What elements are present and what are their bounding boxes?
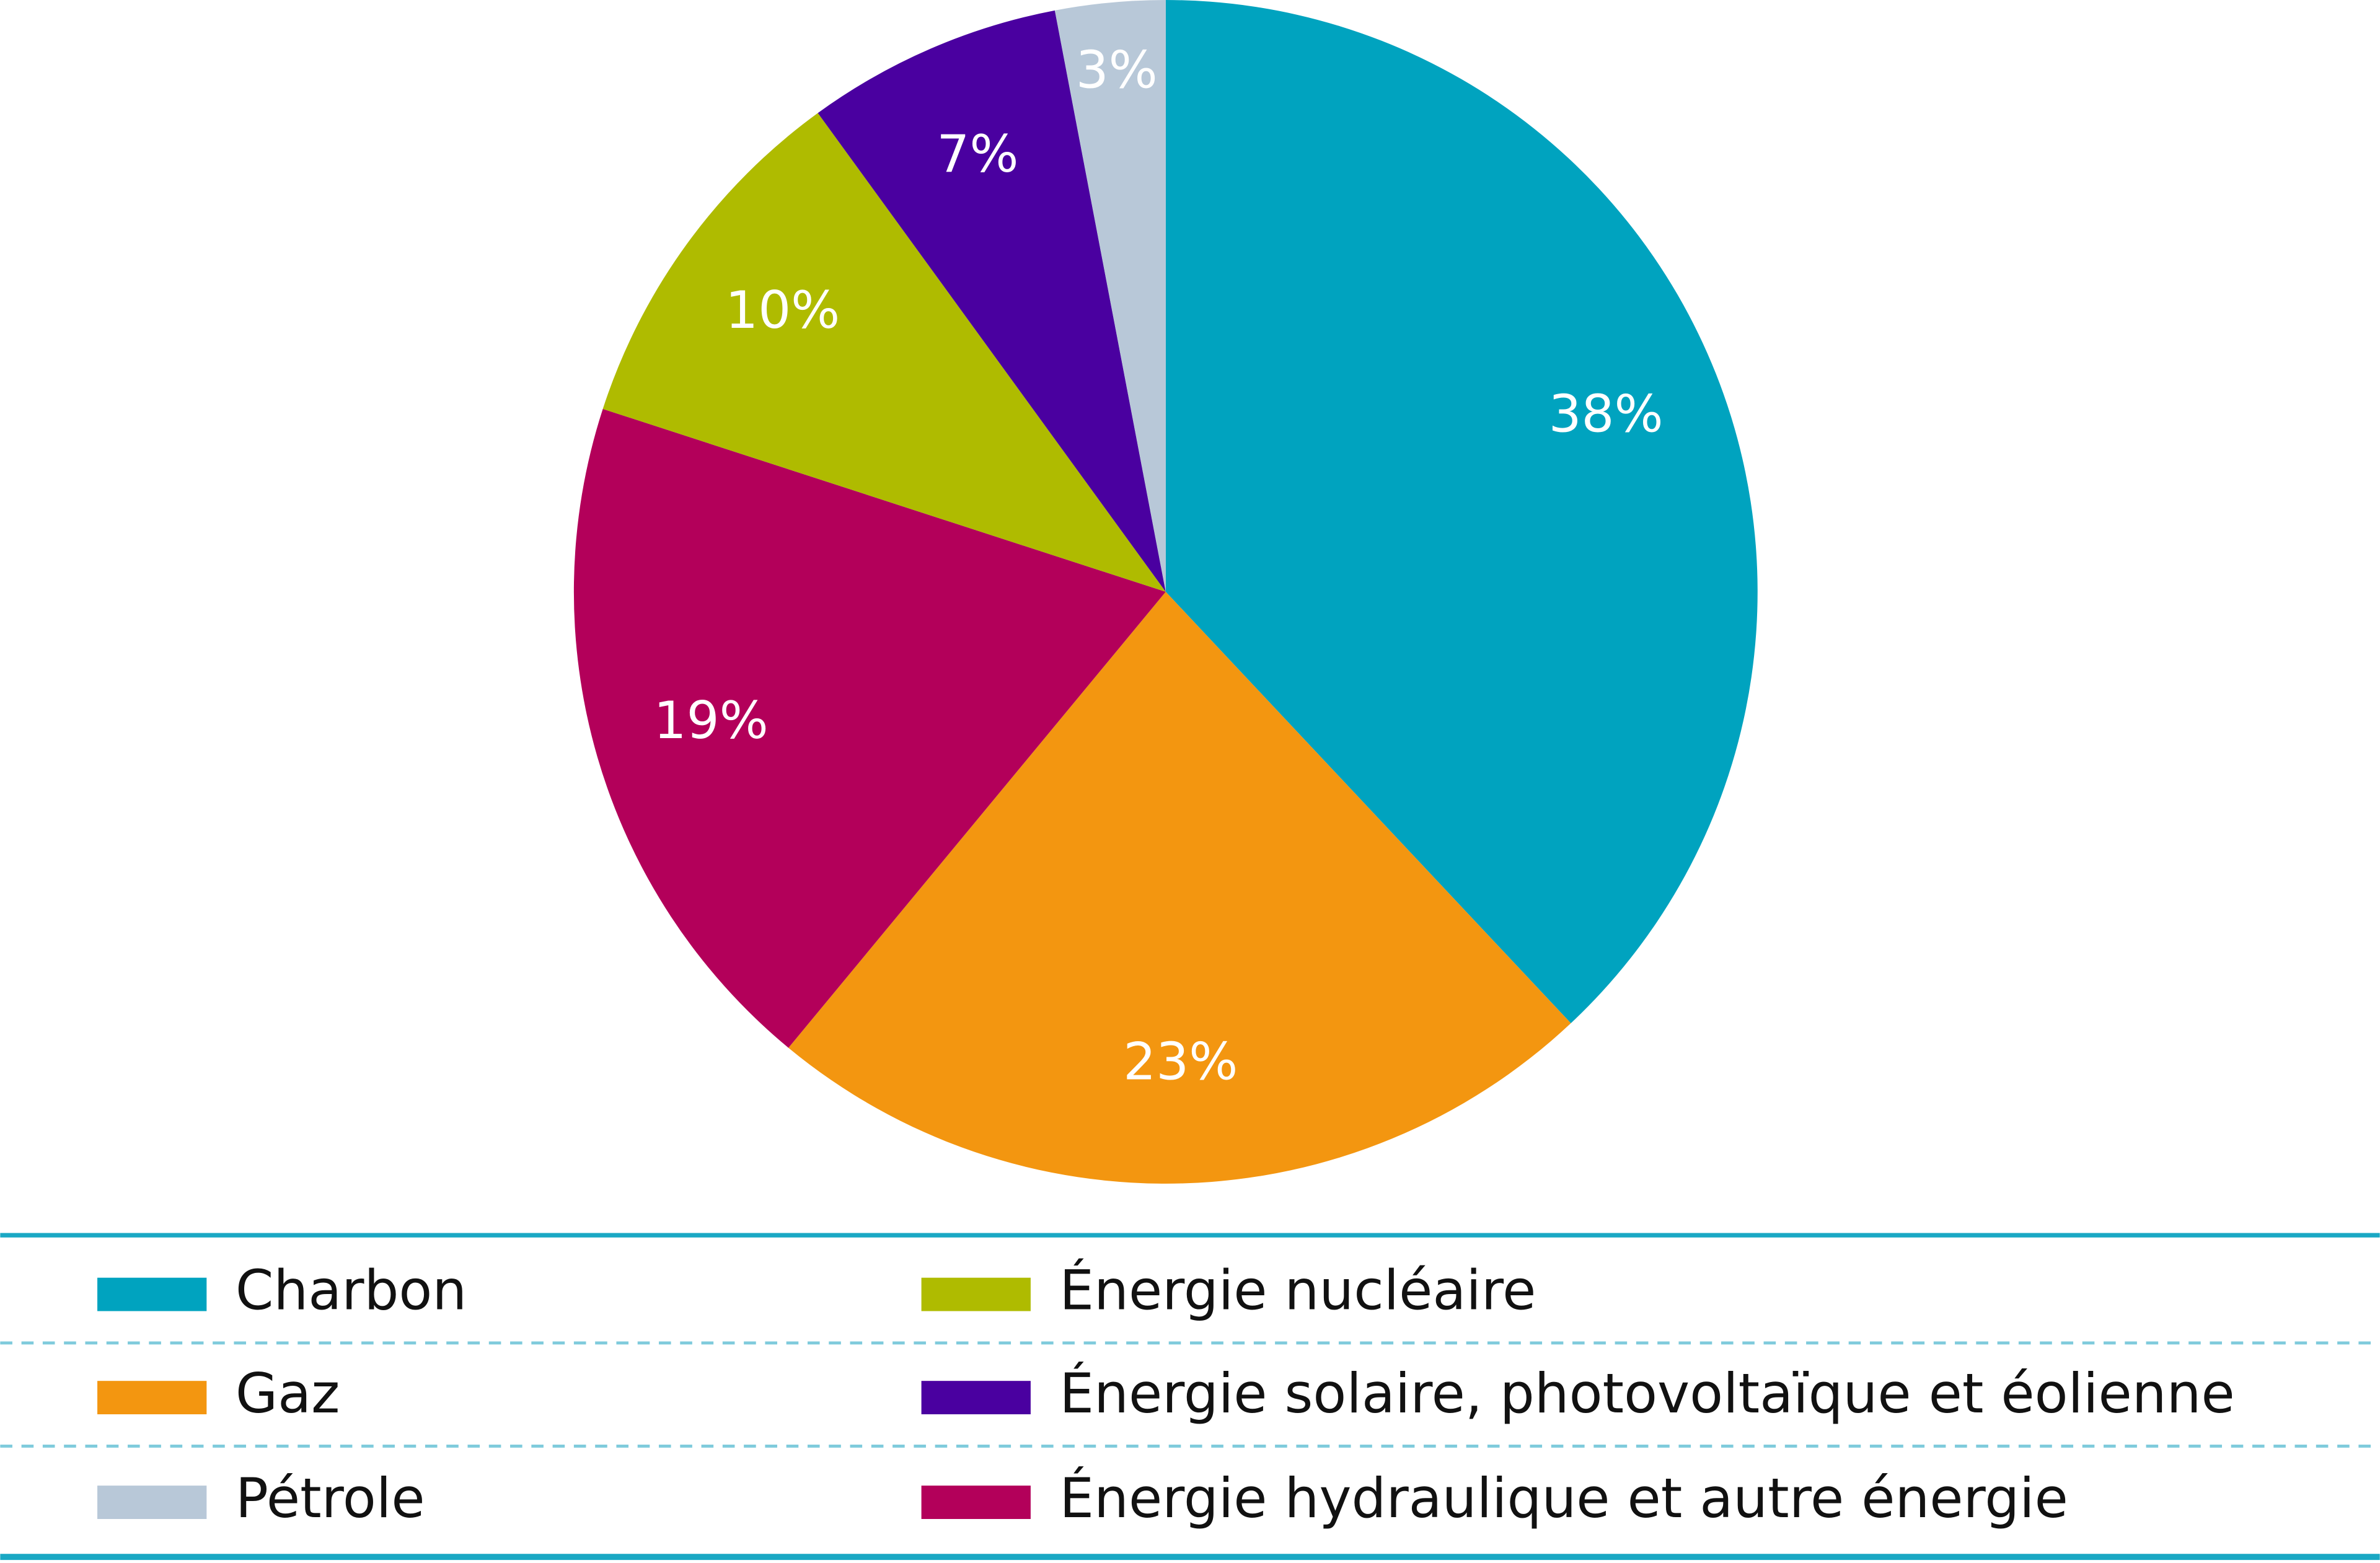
pie-slice — [1165, 0, 1758, 1024]
legend-swatch — [97, 1277, 207, 1311]
value-label: 10% — [725, 280, 840, 340]
value-label: 38% — [1549, 384, 1664, 444]
legend-swatch — [97, 1381, 207, 1415]
legend-label: Énergie hydraulique et autre énergie — [1059, 1466, 2068, 1530]
value-label: 7% — [937, 124, 1018, 184]
legend-label: Énergie solaire, photovoltaïque et éolie… — [1059, 1362, 2234, 1425]
legend-label: Charbon — [236, 1259, 467, 1323]
value-label: 3% — [1076, 40, 1158, 100]
pie-slice — [818, 10, 1166, 592]
legend-swatch — [921, 1277, 1031, 1311]
legend-swatch — [921, 1486, 1031, 1519]
legend-label: Gaz — [236, 1362, 340, 1425]
pie-slice — [788, 591, 1571, 1184]
pie-slice — [602, 113, 1166, 592]
pie-slice — [1054, 0, 1166, 592]
value-label: 19% — [654, 690, 769, 751]
legend-swatch — [921, 1381, 1031, 1415]
value-label: 23% — [1123, 1031, 1238, 1091]
legend-swatch — [97, 1486, 207, 1519]
pie-slice — [573, 408, 1166, 1048]
legend-label: Énergie nucléaire — [1059, 1259, 1536, 1323]
legend-label: Pétrole — [236, 1466, 425, 1530]
